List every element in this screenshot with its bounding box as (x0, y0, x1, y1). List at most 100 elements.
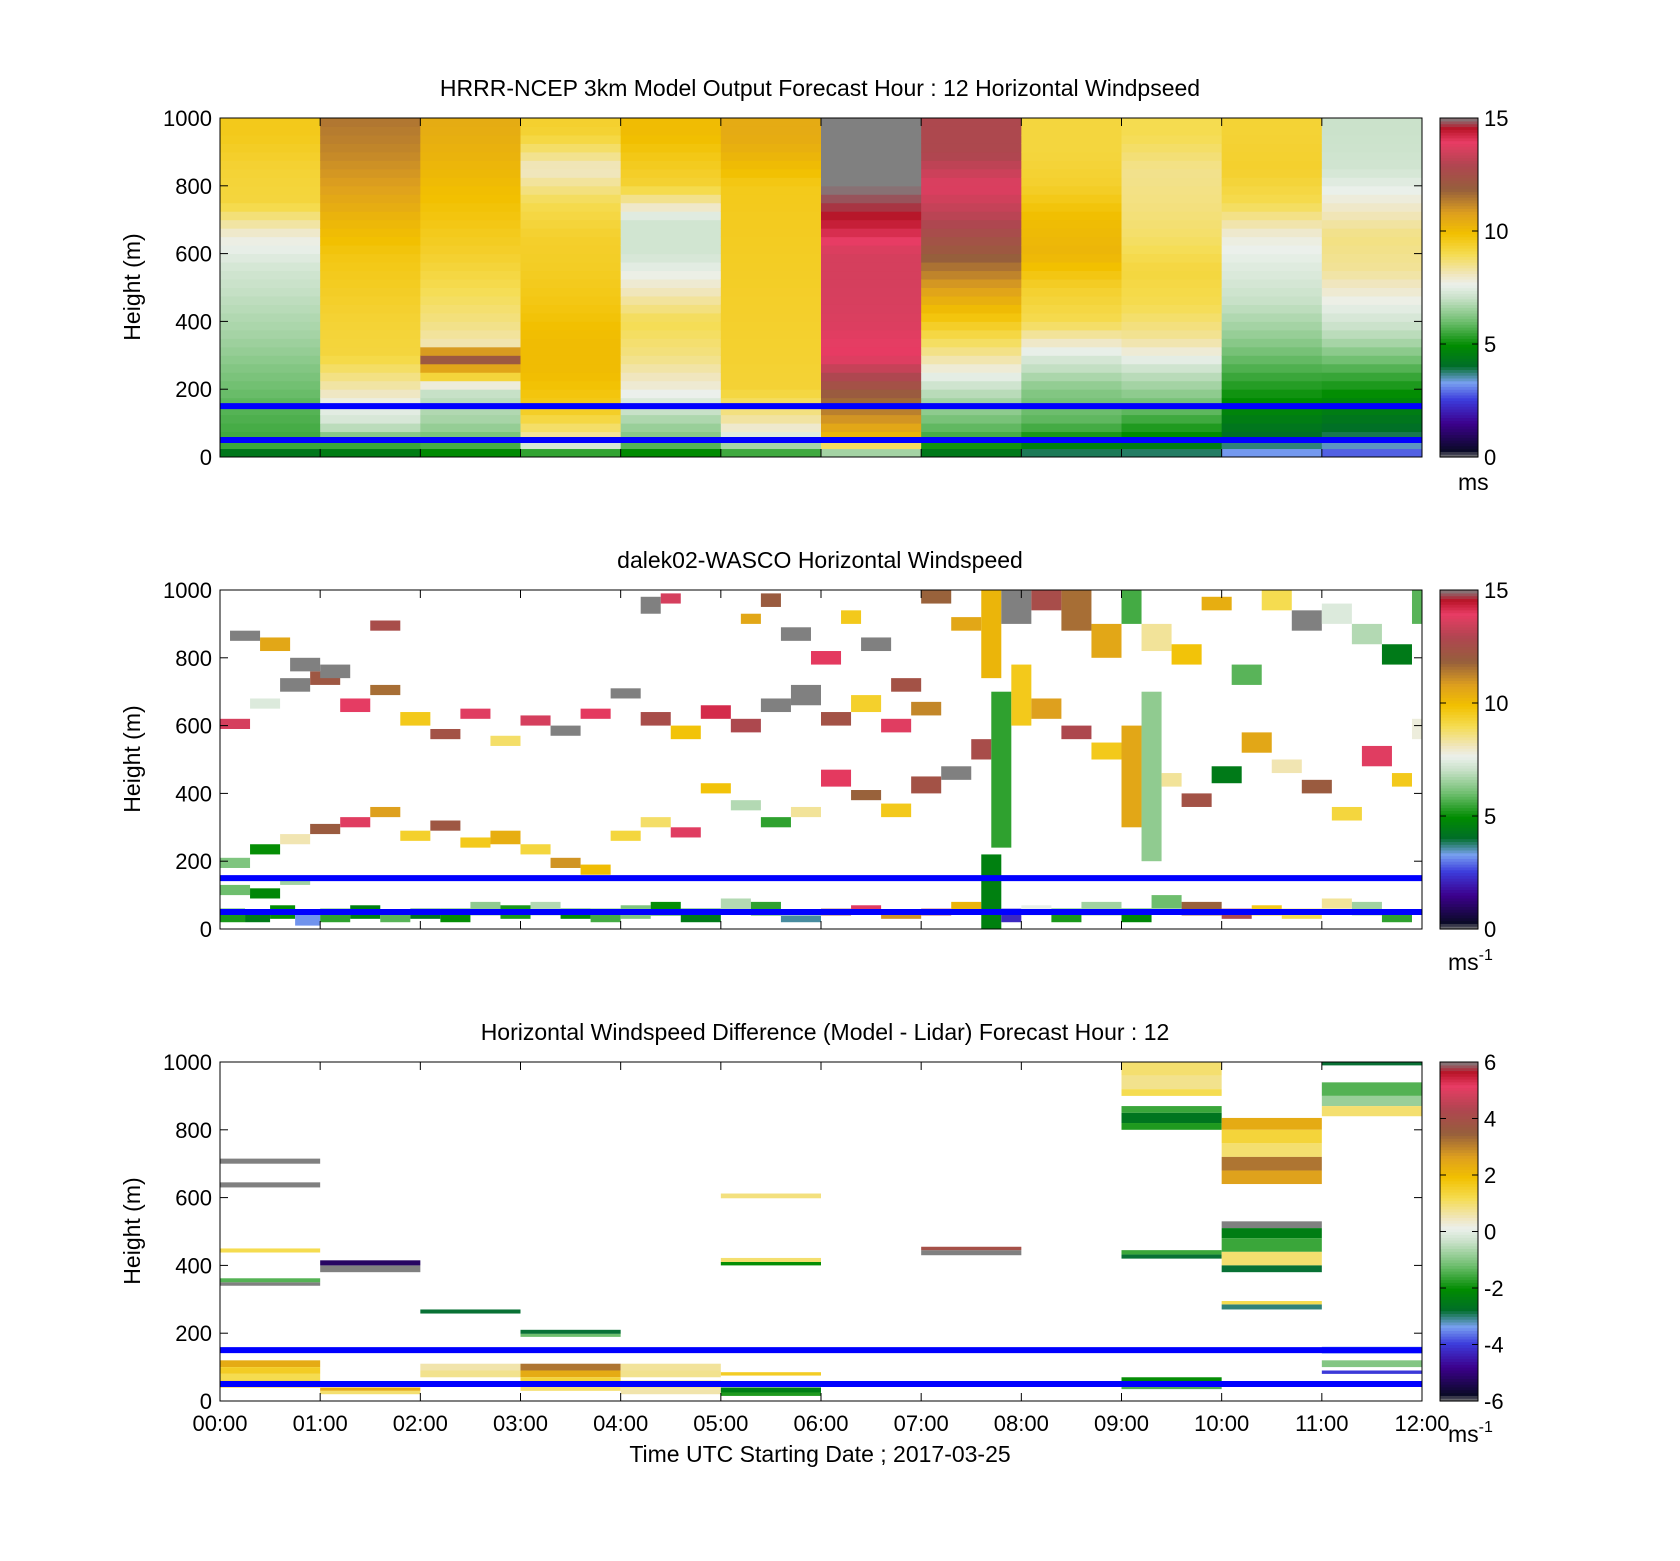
panel-lidar-colorbar-unit: ms-1 (1448, 947, 1493, 975)
heatmap-cell (620, 338, 722, 348)
heatmap-cell (1321, 185, 1423, 195)
colorbar-segment (1440, 776, 1478, 780)
colorbar-segment (1440, 194, 1478, 198)
colorbar-segment (1440, 1095, 1478, 1100)
heatmap-cell (340, 698, 371, 713)
colorbar-segment (1440, 132, 1478, 136)
heatmap-cell (720, 202, 822, 212)
colorbar-segment (1440, 765, 1478, 769)
heatmap-cell (1221, 312, 1323, 322)
colorbar-segment (1440, 691, 1478, 696)
colorbar-segment (1440, 295, 1478, 300)
colorbar-segment (1440, 448, 1478, 452)
colorbar-segment (1440, 1364, 1478, 1368)
colorbar-segment (1440, 1081, 1478, 1086)
heatmap-cell (220, 143, 321, 153)
heatmap-cell (520, 372, 622, 382)
heatmap-cell (921, 312, 1022, 322)
colorbar-segment (1440, 1093, 1478, 1097)
panel-model-reference-lines (220, 403, 1422, 444)
panel-difference-reference-lines (220, 1347, 1422, 1388)
heatmap-cell (320, 1260, 421, 1266)
heatmap-cell (1321, 346, 1423, 356)
colorbar-segment (1440, 804, 1478, 809)
heatmap-cell (1121, 372, 1223, 382)
heatmap-cell (550, 857, 581, 868)
colorbar-segment (1440, 219, 1478, 224)
colorbar-segment (1440, 403, 1478, 407)
panel-model-colorbar: 0 5 10 15 (1439, 106, 1508, 470)
y-tick-label: 0 (200, 917, 212, 942)
heatmap-cell (520, 253, 622, 263)
colorbar-segment (1440, 796, 1478, 800)
colorbar-segment (1440, 1101, 1478, 1105)
heatmap-cell (1021, 177, 1122, 187)
heatmap-cell (320, 168, 421, 178)
heatmap-cell (1321, 236, 1423, 246)
heatmap-cell (520, 185, 622, 195)
heatmap-cell (921, 194, 1022, 204)
colorbar-segment (1440, 1163, 1478, 1168)
colorbar-segment (1440, 1372, 1478, 1377)
heatmap-cell (320, 202, 421, 212)
heatmap-cell (1121, 397, 1223, 407)
colorbar-segment (1440, 383, 1478, 387)
colorbar-segment (1440, 242, 1478, 246)
heatmap-cell (720, 312, 822, 322)
heatmap-cell (1321, 397, 1423, 407)
colorbar-segment (1440, 262, 1478, 266)
heatmap-cell (220, 295, 321, 305)
colorbar-segment (1440, 1076, 1478, 1080)
heatmap-cell (1221, 389, 1323, 399)
heatmap-cell (1321, 118, 1423, 127)
heatmap-cell (580, 864, 611, 875)
heatmap-cell (790, 684, 821, 706)
heatmap-cell (1221, 1238, 1322, 1252)
colorbar-segment (1440, 1197, 1478, 1202)
heatmap-cell (220, 397, 321, 407)
colorbar-segment (1440, 222, 1478, 226)
heatmap-cell (1021, 406, 1122, 416)
heatmap-cell (921, 211, 1022, 221)
heatmap-cell (1021, 228, 1122, 238)
heatmap-cell (720, 185, 822, 195)
heatmap-cell (220, 194, 321, 204)
heatmap-cell (420, 448, 521, 458)
heatmap-cell (320, 134, 421, 144)
heatmap-cell (280, 678, 311, 692)
heatmap-cell (320, 245, 421, 255)
colorbar-segment (1440, 1166, 1478, 1170)
colorbar-segment (1440, 202, 1478, 207)
heatmap-cell (220, 160, 321, 170)
heatmap-cell (220, 414, 321, 424)
y-tick-label: 600 (175, 1186, 212, 1211)
colorbar-segment (1440, 875, 1478, 879)
heatmap-cell (620, 423, 722, 433)
heatmap-cell (520, 1377, 621, 1385)
colorbar-segment (1440, 872, 1478, 876)
heatmap-cell (720, 338, 822, 348)
y-tick-label: 1000 (163, 1050, 212, 1075)
colorbar-segment (1440, 188, 1478, 193)
colorbar-segment (1440, 363, 1478, 368)
heatmap-cell (620, 406, 722, 416)
colorbar-segment (1440, 146, 1478, 150)
colorbar-segment (1440, 1361, 1478, 1365)
heatmap-cell (891, 678, 922, 692)
heatmap-cell (520, 168, 622, 178)
colorbar-tick-label: 15 (1484, 578, 1508, 603)
heatmap-cell (520, 1384, 621, 1391)
heatmap-cell (320, 397, 421, 407)
heatmap-cell (821, 380, 922, 390)
heatmap-cell (1021, 414, 1122, 424)
heatmap-cell (1381, 912, 1412, 923)
heatmap-cell (220, 253, 321, 263)
heatmap-cell (881, 912, 922, 919)
heatmap-cell (821, 406, 922, 416)
colorbar-segment (1440, 1324, 1478, 1329)
heatmap-cell (720, 372, 822, 382)
colorbar-segment (1440, 623, 1478, 628)
colorbar-segment (1440, 1316, 1478, 1320)
heatmap-cell (720, 304, 822, 314)
heatmap-cell (420, 262, 521, 272)
